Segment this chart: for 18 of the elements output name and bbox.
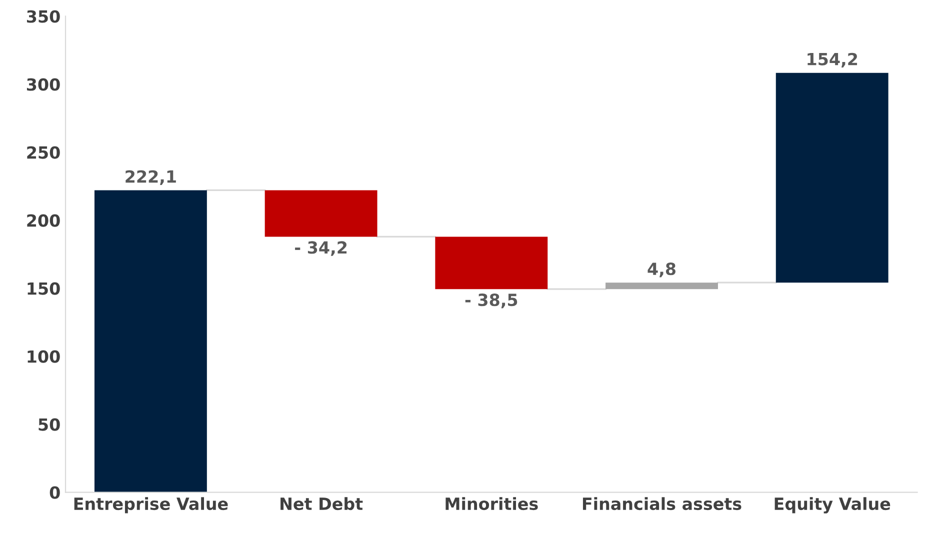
y-tick-label: 350 [26, 10, 60, 23]
y-tick-label: 150 [28, 282, 60, 295]
y-tick-label: 250 [27, 146, 60, 159]
y-tick-label: 50 [38, 418, 60, 431]
data-label: 4,8 [648, 262, 676, 278]
data-label: - 38,5 [465, 294, 518, 308]
x-tick-label: Financials assets [582, 497, 742, 510]
data-label: 154,2 [808, 52, 858, 68]
y-tick-label: 100 [28, 350, 60, 363]
y-tick-label: 0 [50, 486, 60, 499]
data-label: - 34,2 [295, 241, 347, 256]
x-tick-label: Equity Value [774, 497, 890, 514]
y-tick-label: 300 [26, 78, 60, 91]
x-tick-label: Minorities [446, 497, 538, 510]
x-tick-label: Net Debt [280, 497, 363, 510]
y-tick-label: 200 [27, 214, 60, 227]
x-tick-label: Entreprise Value [74, 497, 228, 514]
data-label: 222,1 [126, 170, 176, 185]
